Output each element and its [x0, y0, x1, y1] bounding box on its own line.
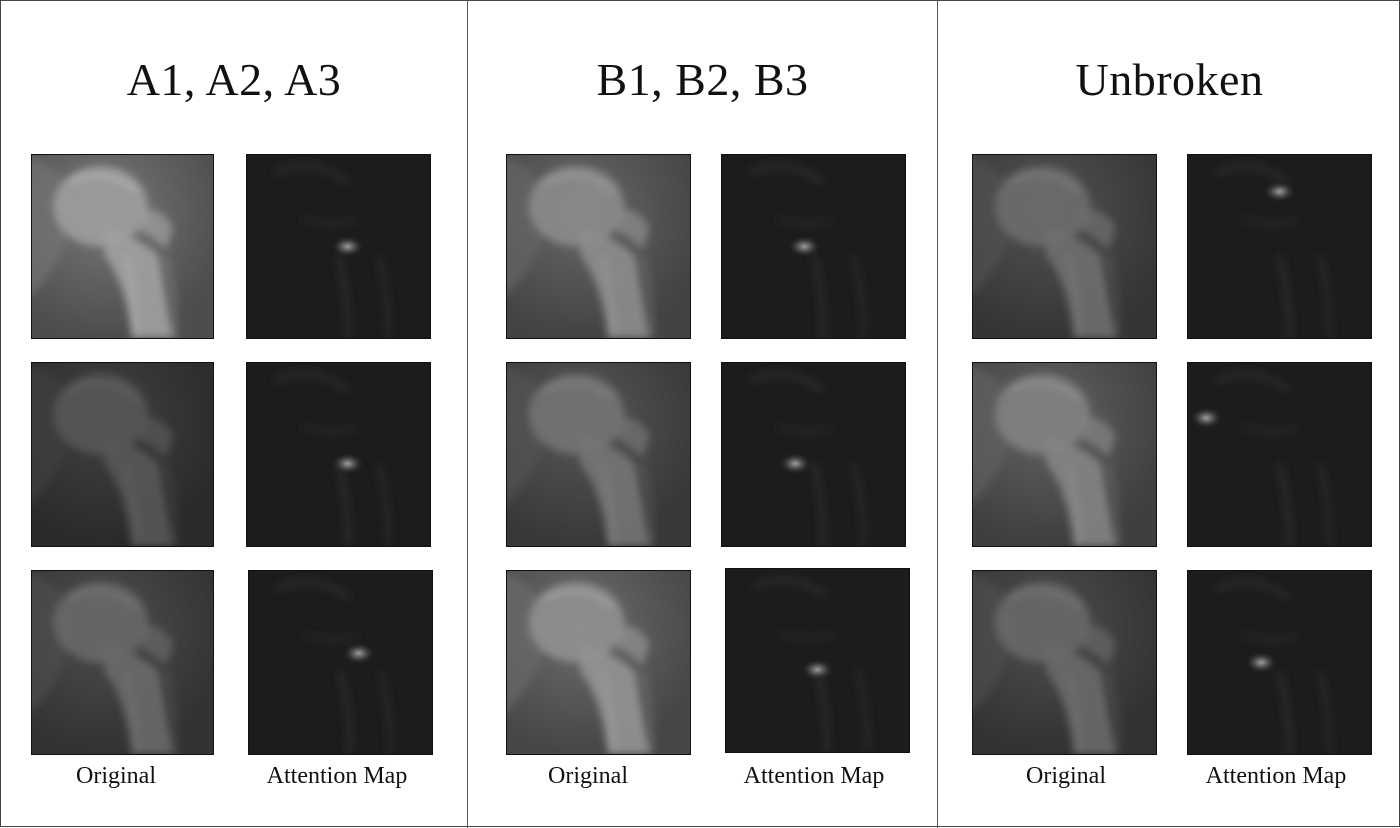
original-xray [972, 570, 1157, 755]
panel-title: B1, B2, B3 [596, 54, 809, 105]
caption-attention-map: Attention Map [743, 763, 885, 789]
original-xray [972, 154, 1157, 339]
caption-original: Original [76, 763, 156, 789]
attention-map [246, 362, 431, 547]
attention-map [721, 362, 906, 547]
attention-map [725, 568, 910, 753]
attention-map [721, 154, 906, 339]
panel-b-types: B1, B2, B3 Original Attention Map [467, 1, 937, 828]
original-xray [506, 570, 691, 755]
caption-attention-map: Attention Map [1205, 763, 1347, 789]
attention-map [1187, 154, 1372, 339]
attention-map [246, 154, 431, 339]
attention-map [248, 570, 433, 755]
panel-unbroken: Unbroken Original Attention Map [937, 1, 1400, 828]
attention-map [1187, 570, 1372, 755]
panel-a-types: A1, A2, A3 Original Attention Map [1, 1, 467, 828]
caption-original: Original [1026, 763, 1106, 789]
attention-map [1187, 362, 1372, 547]
panel-title: A1, A2, A3 [126, 54, 342, 105]
original-xray [31, 154, 214, 339]
caption-original: Original [548, 763, 628, 789]
original-xray [506, 362, 691, 547]
panel-title: Unbroken [1075, 54, 1264, 105]
original-xray [972, 362, 1157, 547]
original-xray [506, 154, 691, 339]
original-xray [31, 570, 214, 755]
original-xray [31, 362, 214, 547]
caption-attention-map: Attention Map [266, 763, 408, 789]
